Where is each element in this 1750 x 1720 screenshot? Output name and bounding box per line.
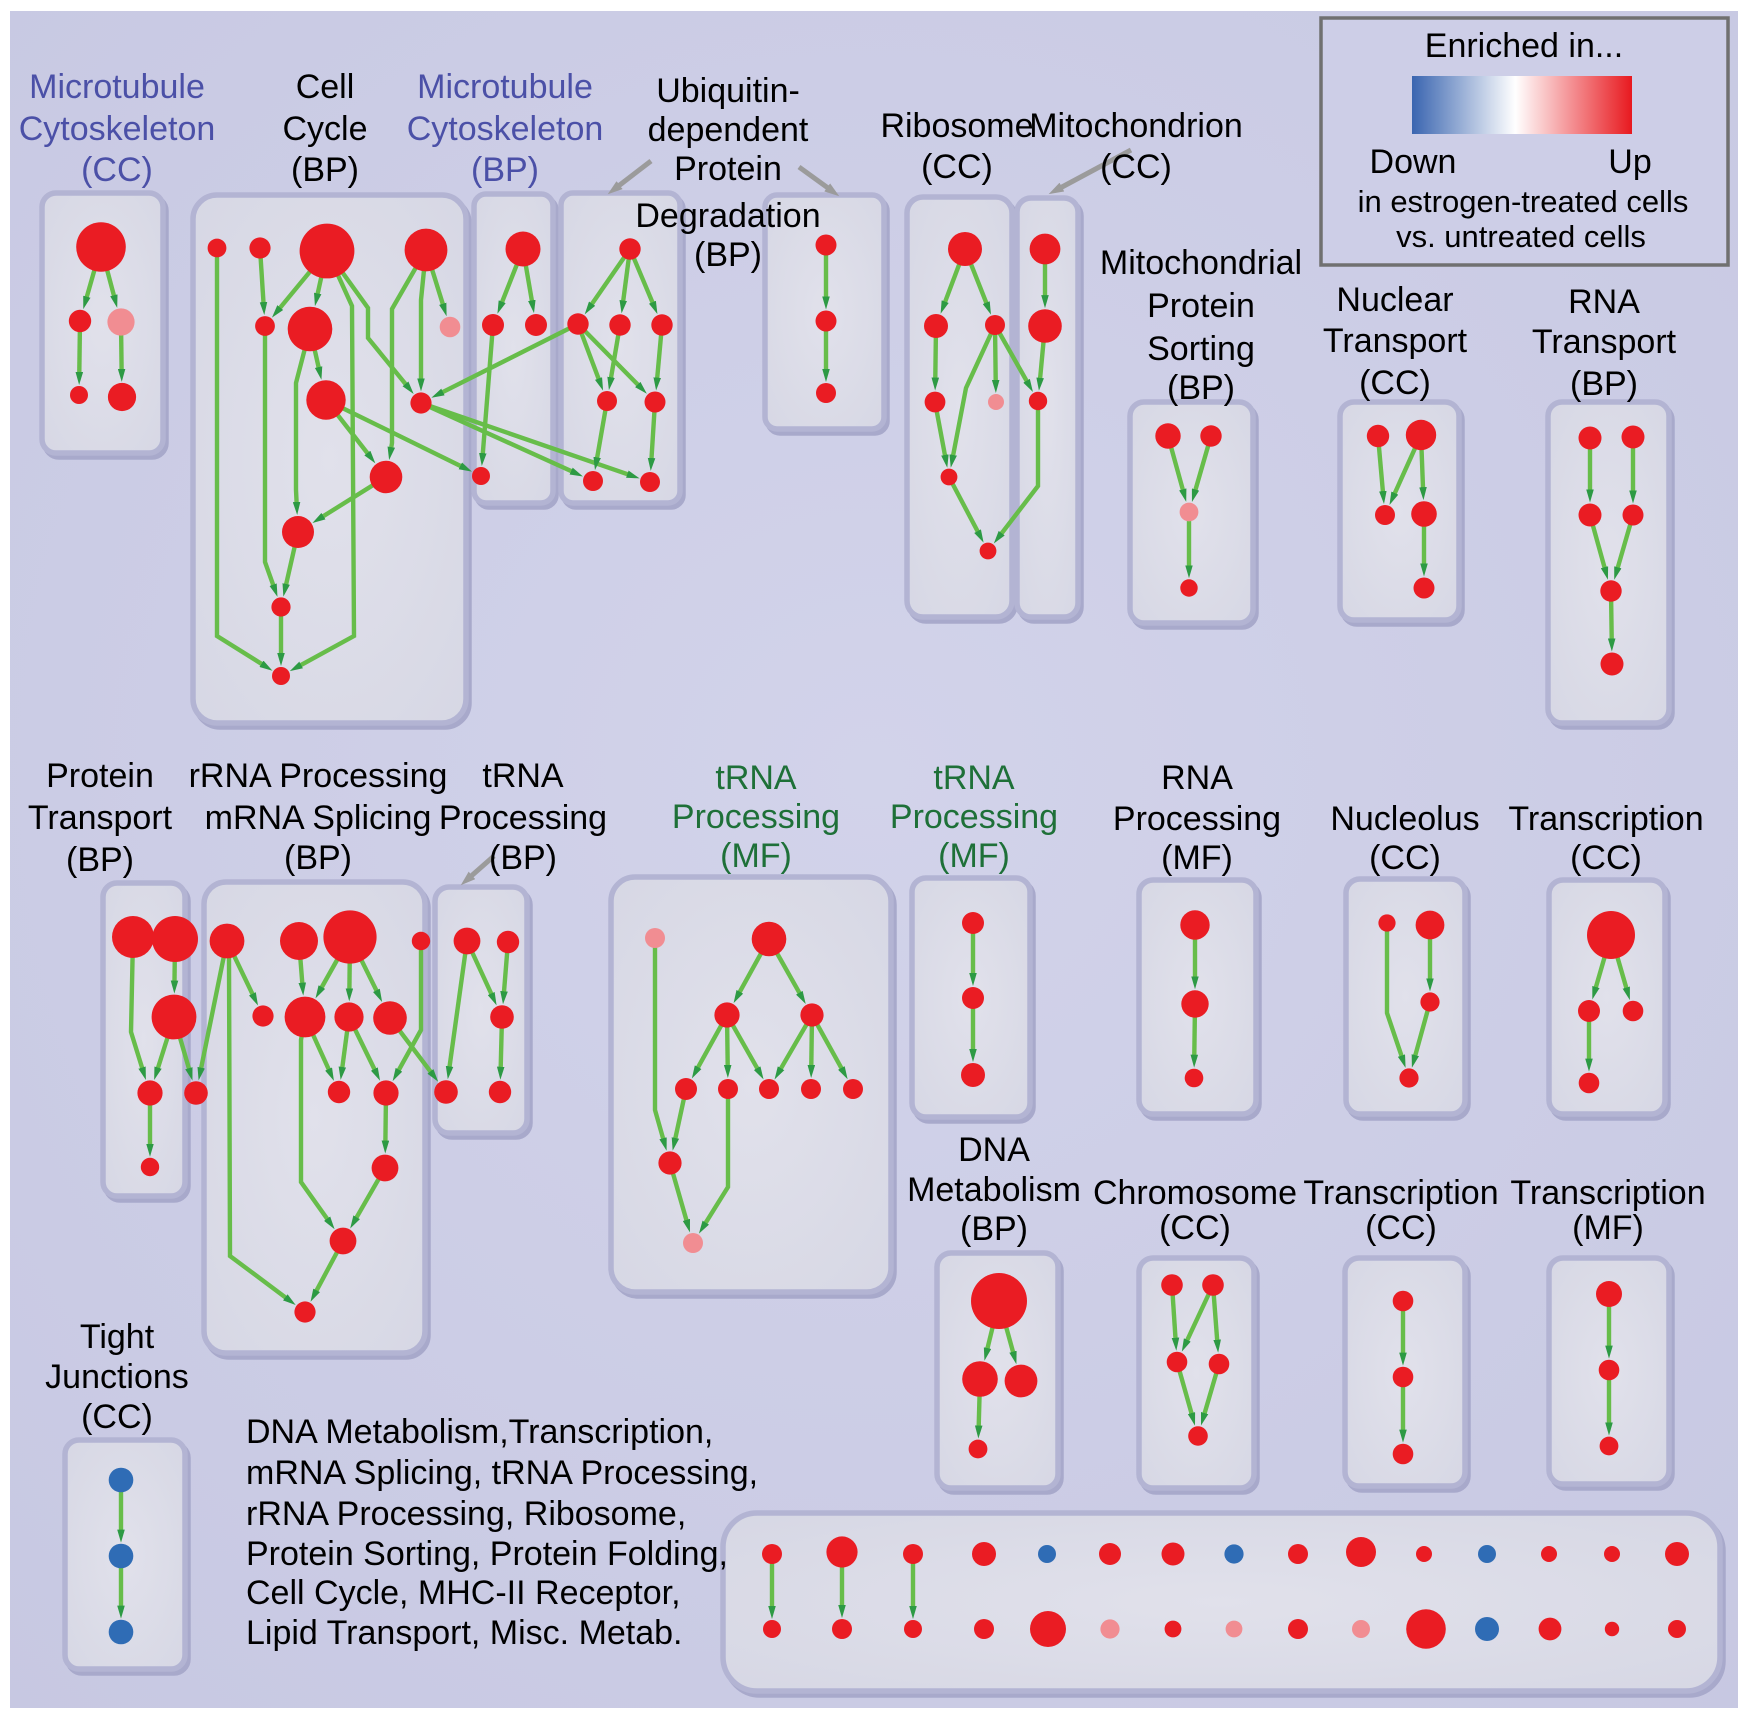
svg-text:Junctions: Junctions: [45, 1358, 189, 1396]
svg-text:DNA: DNA: [958, 1131, 1030, 1169]
svg-text:Metabolism: Metabolism: [907, 1171, 1081, 1209]
svg-text:(CC): (CC): [1100, 148, 1172, 186]
svg-text:Processing: Processing: [672, 798, 840, 836]
svg-text:Processing: Processing: [439, 799, 607, 837]
svg-text:Sorting: Sorting: [1147, 330, 1255, 368]
svg-text:Transcription: Transcription: [1303, 1174, 1498, 1212]
svg-text:Cycle: Cycle: [282, 110, 367, 148]
svg-text:Cytoskeleton: Cytoskeleton: [407, 110, 604, 148]
svg-text:dependent: dependent: [648, 111, 809, 149]
svg-text:Processing: Processing: [1113, 800, 1281, 838]
svg-text:Transcription: Transcription: [1508, 800, 1703, 838]
svg-text:(CC): (CC): [1159, 1209, 1231, 1247]
svg-text:Microtubule: Microtubule: [29, 68, 205, 106]
svg-text:Protein Sorting, Protein Foldi: Protein Sorting, Protein Folding,: [246, 1535, 728, 1573]
svg-text:Ubiquitin-: Ubiquitin-: [656, 72, 800, 110]
svg-text:(BP): (BP): [489, 839, 557, 877]
svg-text:(BP): (BP): [1167, 369, 1235, 407]
svg-text:mRNA Splicing, tRNA Processing: mRNA Splicing, tRNA Processing,: [246, 1454, 758, 1492]
svg-text:Mitochondrial: Mitochondrial: [1100, 244, 1302, 282]
svg-text:mRNA Splicing: mRNA Splicing: [205, 799, 432, 837]
svg-text:tRNA: tRNA: [715, 759, 797, 797]
svg-text:tRNA: tRNA: [482, 757, 564, 795]
svg-text:(BP): (BP): [284, 839, 352, 877]
svg-text:Ribosome: Ribosome: [880, 107, 1033, 145]
svg-text:Lipid Transport, Misc. Metab.: Lipid Transport, Misc. Metab.: [246, 1614, 683, 1652]
svg-text:tRNA: tRNA: [933, 759, 1015, 797]
svg-text:(MF): (MF): [1161, 839, 1233, 877]
svg-text:vs. untreated cells: vs. untreated cells: [1396, 219, 1646, 254]
svg-text:Protein: Protein: [674, 150, 782, 188]
svg-text:(BP): (BP): [66, 841, 134, 879]
svg-text:rRNA Processing, Ribosome,: rRNA Processing, Ribosome,: [246, 1495, 686, 1533]
svg-text:(CC): (CC): [81, 151, 153, 189]
svg-text:(MF): (MF): [1572, 1209, 1644, 1247]
svg-text:(CC): (CC): [1570, 839, 1642, 877]
svg-text:(CC): (CC): [81, 1398, 153, 1436]
svg-text:(BP): (BP): [291, 151, 359, 189]
svg-text:in estrogen-treated cells: in estrogen-treated cells: [1358, 184, 1689, 219]
svg-text:(MF): (MF): [938, 837, 1010, 875]
svg-text:Transport: Transport: [1532, 323, 1677, 361]
svg-text:rRNA Processing: rRNA Processing: [189, 757, 448, 795]
svg-text:Up: Up: [1608, 143, 1651, 181]
svg-text:Microtubule: Microtubule: [417, 68, 593, 106]
svg-text:(CC): (CC): [1369, 839, 1441, 877]
svg-text:Transport: Transport: [1323, 322, 1468, 360]
svg-text:Cell Cycle, MHC-II Receptor,: Cell Cycle, MHC-II Receptor,: [246, 1574, 681, 1612]
svg-text:(BP): (BP): [960, 1210, 1028, 1248]
svg-text:RNA: RNA: [1568, 283, 1640, 321]
svg-text:Tight: Tight: [80, 1318, 155, 1356]
svg-text:(BP): (BP): [471, 151, 539, 189]
svg-text:(BP): (BP): [1570, 365, 1638, 403]
svg-text:Nuclear: Nuclear: [1336, 281, 1453, 319]
svg-text:Transport: Transport: [28, 799, 173, 837]
svg-text:(MF): (MF): [720, 837, 792, 875]
svg-text:Chromosome: Chromosome: [1093, 1174, 1297, 1212]
svg-text:Nucleolus: Nucleolus: [1330, 800, 1479, 838]
svg-text:Mitochondrion: Mitochondrion: [1029, 107, 1243, 145]
svg-text:Transcription: Transcription: [1510, 1174, 1705, 1212]
svg-text:Enriched in...: Enriched in...: [1425, 27, 1623, 65]
svg-text:RNA: RNA: [1161, 759, 1233, 797]
svg-text:Cytoskeleton: Cytoskeleton: [19, 110, 216, 148]
svg-text:Degradation: Degradation: [635, 197, 820, 235]
svg-text:Down: Down: [1370, 143, 1457, 181]
svg-text:(CC): (CC): [921, 148, 993, 186]
svg-text:Protein: Protein: [46, 757, 154, 795]
svg-text:DNA Metabolism,Transcription,: DNA Metabolism,Transcription,: [246, 1413, 713, 1451]
svg-text:Processing: Processing: [890, 798, 1058, 836]
svg-text:Cell: Cell: [296, 68, 355, 106]
svg-text:(CC): (CC): [1365, 1209, 1437, 1247]
svg-text:(CC): (CC): [1359, 364, 1431, 402]
svg-text:Protein: Protein: [1147, 287, 1255, 325]
svg-text:(BP): (BP): [694, 236, 762, 274]
